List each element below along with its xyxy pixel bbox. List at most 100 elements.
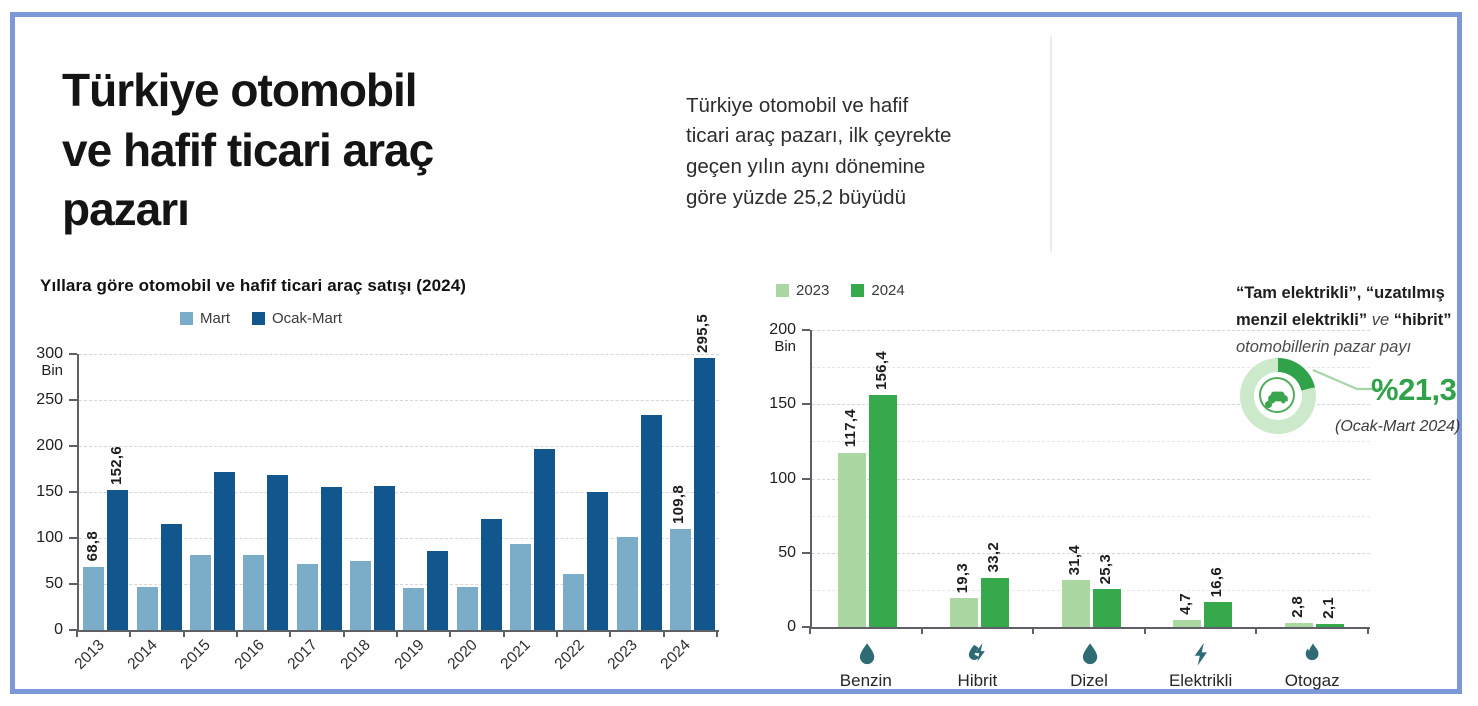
bar-mart-2018	[349, 561, 371, 630]
y-axis-tick	[69, 629, 77, 631]
grid-line-minor	[812, 441, 1370, 443]
bar-value-label: 25,3	[1096, 554, 1114, 585]
droplet-icon	[853, 641, 879, 667]
bar-mart-2019	[403, 587, 425, 630]
x-axis-label-otogaz: Otogaz	[1284, 671, 1340, 690]
bar-value-label: 31,4	[1065, 544, 1083, 576]
x-axis-label-2024: 2024	[657, 636, 695, 673]
x-axis-tick	[920, 627, 923, 634]
ev-heading-line2-bold: menzil elektrikli”	[1236, 311, 1368, 329]
x-axis-label-2019: 2019	[391, 636, 428, 673]
donut-hole	[1254, 372, 1302, 420]
charging-cable-ring	[1259, 377, 1295, 413]
y-axis-tick-value: 300	[36, 345, 63, 362]
bar-ocak-mart-2018	[373, 485, 395, 630]
grid-line	[812, 404, 1370, 406]
grid-line	[812, 478, 1370, 480]
y-axis-tick-value: 0	[54, 621, 63, 638]
y-axis-tick	[802, 403, 810, 406]
x-axis-label-2023: 2023	[604, 636, 641, 673]
x-axis-label-2018: 2018	[337, 636, 375, 673]
grid-line	[79, 446, 719, 447]
x-axis-tick	[716, 630, 718, 637]
bar-mart-2023	[616, 537, 638, 630]
y-axis-tick	[69, 445, 77, 447]
bar-ocak-mart-2019	[427, 550, 449, 630]
grid-line	[79, 538, 719, 539]
bolt-icon	[1188, 641, 1214, 667]
bar-2023-dizel	[1061, 580, 1090, 627]
y-axis-tick-label: 0	[35, 621, 63, 639]
y-axis-tick-value: 200	[769, 321, 796, 338]
y-axis-tick-label: 250	[35, 391, 63, 409]
bar-ocak-mart-2022	[587, 492, 609, 630]
x-axis-tick	[502, 630, 505, 637]
bar-mart-2021	[509, 544, 531, 630]
legend-label-mart: Mart	[200, 310, 230, 327]
bar-2023-otogaz	[1284, 622, 1313, 627]
legend-item-ocak-mart: Ocak-Mart	[252, 310, 342, 327]
grid-line	[79, 492, 719, 493]
x-axis-tick	[1367, 627, 1369, 634]
x-axis-label-2020: 2020	[444, 636, 481, 673]
bar-mart-2020	[456, 586, 478, 630]
x-axis-label-2013: 2013	[71, 636, 108, 673]
yearly-sales-bar-chart: Yıllara göre otomobil ve hafif ticari ar…	[35, 272, 740, 702]
y-axis-tick-value: 250	[36, 391, 63, 408]
bar-value-label: 2,8	[1288, 596, 1306, 618]
y-axis-tick-label: 100	[740, 470, 796, 488]
ev-share-donut-chart	[1240, 358, 1316, 434]
plot-area: 68,8 109,8 152,6 295,5	[77, 314, 719, 632]
y-axis-tick-label: 50	[740, 544, 796, 562]
x-axis-label-2022: 2022	[551, 636, 588, 673]
bar-value-label: 33,2	[984, 542, 1002, 573]
legend-item-2024: 2024	[851, 282, 905, 299]
y-axis-tick-value: 50	[45, 575, 63, 592]
y-axis-tick	[69, 537, 77, 539]
bar-2024-otogaz	[1315, 623, 1344, 627]
bar-mart-2014	[136, 586, 158, 630]
bar-value-label: 109,8	[670, 484, 688, 524]
y-axis-tick-label: 150	[740, 395, 796, 413]
y-axis-tick-value: 100	[769, 469, 796, 487]
legend-item-2023: 2023	[776, 282, 829, 299]
y-axis-tick-label: 150	[35, 483, 63, 501]
flame-icon	[1299, 641, 1325, 667]
x-axis-label-2015: 2015	[177, 636, 215, 673]
donut-callout-line	[1312, 368, 1383, 391]
x-axis-tick	[609, 630, 612, 637]
y-axis-tick-label: 200	[35, 437, 63, 455]
y-axis-tick	[69, 353, 77, 355]
bar-ocak-mart-2014	[160, 524, 182, 630]
bar-ocak-mart-2017	[320, 487, 342, 630]
plot-area: 117,4 19,3 31,4 4,7 2,8 156,4 33,2 25,3 16,6 2,1	[810, 330, 1370, 629]
y-axis-tick-label: 300 Bin	[35, 345, 63, 379]
bar-2024-dizel	[1092, 589, 1121, 627]
ev-share-value: %21,3	[1371, 372, 1457, 407]
bar-value-label: 295,5	[694, 314, 712, 354]
x-axis-tick	[289, 630, 292, 637]
bar-2023-benzin	[838, 452, 867, 627]
x-axis-tick	[809, 627, 811, 634]
legend-marker-ocak-mart	[252, 312, 265, 325]
grid-line	[812, 552, 1370, 554]
ev-heading-line2-ve: ve	[1367, 311, 1394, 329]
bar-value-label: 4,7	[1177, 593, 1195, 616]
x-axis-tick	[182, 630, 185, 637]
grid-line	[79, 354, 719, 355]
y-axis-tick	[69, 491, 77, 493]
y-axis-tick-label: 0	[740, 618, 796, 636]
bar-value-label: 152,6	[107, 445, 125, 485]
y-axis-tick	[802, 477, 810, 480]
bar-value-label: 16,6	[1208, 566, 1226, 598]
x-axis-tick	[76, 630, 78, 637]
bar-value-label: 156,4	[873, 350, 891, 390]
x-axis-tick	[556, 630, 558, 637]
x-axis-tick	[396, 630, 398, 637]
y-axis-tick-value: 100	[36, 529, 63, 546]
bar-mart-2024	[669, 528, 691, 630]
bar-2023-elektrikli	[1173, 620, 1202, 627]
bar-value-label: 68,8	[83, 531, 101, 562]
left-chart-title: Yıllara göre otomobil ve hafif ticari ar…	[40, 276, 467, 295]
legend-marker-2024	[851, 284, 865, 297]
